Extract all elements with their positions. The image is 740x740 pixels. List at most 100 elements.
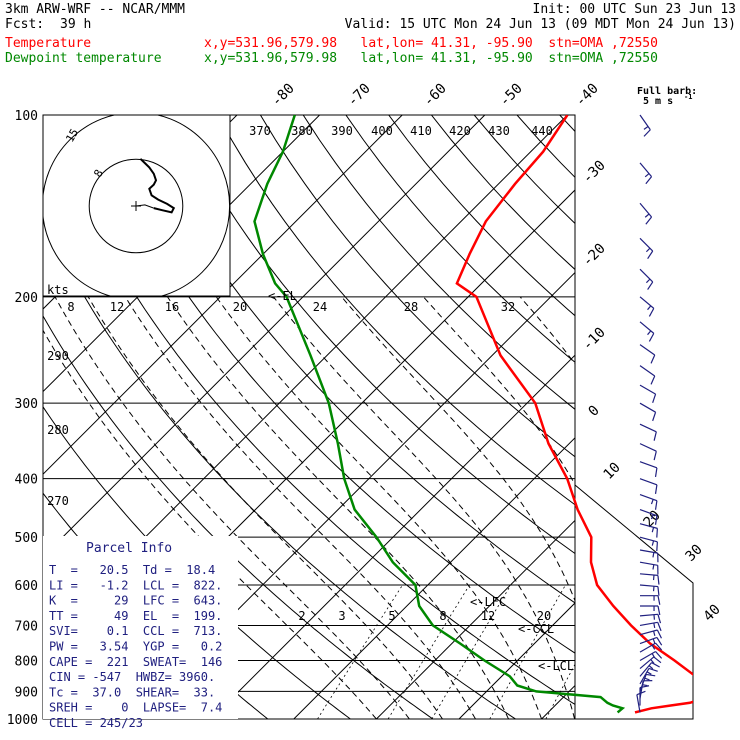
valid-time: Valid: 15 UTC Mon 24 Jun 13 (09 MDT Mon …: [344, 17, 736, 32]
wind-barb-flag: [654, 515, 658, 525]
wind-barb-flag: [655, 642, 663, 651]
wind-barb-staff: [639, 573, 658, 577]
wind-barb-staff: [639, 237, 654, 252]
parcel-info-row: T = 20.5 Td = 18.4: [49, 563, 215, 577]
isotherm-line: [707, 115, 740, 719]
mixing-ratio-label: 3: [338, 609, 345, 623]
dry-adiabat-line: [345, 115, 575, 363]
barb-panel-frame: [574, 484, 694, 720]
wind-barb-staff: [639, 268, 654, 283]
wind-barb-flag: [656, 528, 658, 538]
dry-adiabat-line: [46, 115, 575, 705]
wind-barb-half-flag: [643, 126, 649, 130]
moist-adiabat-line: [341, 296, 575, 602]
mixing-ratio-label: 12: [481, 609, 495, 623]
wind-barb-half-flag: [650, 659, 655, 664]
wind-barb-half-flag: [644, 173, 650, 178]
wind-barb-staff: [639, 423, 657, 433]
dry-adiabat-line: [731, 115, 740, 719]
hodograph-trace: [139, 158, 176, 214]
wind-barb-staff: [639, 629, 658, 636]
wind-barb-flag: [648, 667, 658, 672]
wind-barb-staff: [639, 523, 658, 529]
mixing-ratio-line: [387, 584, 470, 719]
hodograph-speed-label: 20: [233, 300, 247, 314]
wind-barb-staff: [639, 365, 656, 377]
wind-barb-flag: [645, 176, 653, 185]
wind-barb-flag: [657, 605, 661, 616]
pressure-tick-label: 500: [15, 531, 38, 546]
wind-barb-staff: [639, 662, 653, 677]
wind-barb-flag: [657, 586, 660, 596]
wind-barb-half-flag: [651, 644, 656, 650]
wind-barb-half-flag: [651, 540, 655, 546]
parcel-info-row: TT = 49 EL = 199.: [49, 609, 222, 623]
wind-barb-flag: [657, 575, 660, 585]
moist-adiabat-line: [726, 297, 740, 719]
isotherm-label: -10: [580, 325, 609, 354]
pressure-tick-label: 200: [15, 291, 38, 306]
dry-adiabat-line: [88, 115, 575, 654]
wind-barb-half-flag: [651, 653, 656, 659]
parcel-info-row: CIN = -547 HWBZ= 3960.: [49, 670, 215, 684]
wind-barb-flag: [657, 622, 662, 632]
wind-barb-flag: [652, 393, 657, 403]
wind-barb-flag: [656, 541, 658, 552]
wind-barb-flag: [656, 629, 662, 639]
isotherm-line: [458, 602, 575, 719]
wind-barb-half-flag: [646, 671, 652, 675]
wind-barb-staff: [636, 694, 641, 713]
forecast-label: Fcst:: [5, 17, 45, 32]
theta-label: 400: [371, 124, 393, 138]
dry-adiabat-line: [174, 115, 575, 555]
moist-adiabat-line: [43, 329, 377, 719]
wind-barb-flag: [655, 651, 663, 659]
wind-barb-half-flag: [650, 514, 654, 520]
isotherm-label: -70: [345, 81, 374, 110]
wind-barb-staff: [639, 321, 655, 334]
wind-barb-half-flag: [650, 499, 654, 505]
wind-barb-flag: [647, 250, 654, 259]
model-title: 3km ARW-WRF -- NCAR/MMM: [5, 2, 186, 17]
isotherm-label: -30: [580, 158, 609, 187]
dry-adiabat-line: [259, 115, 575, 458]
wind-barb-flag: [648, 308, 655, 317]
wind-barb-flag: [646, 673, 656, 677]
wind-barb-flag: [654, 500, 658, 510]
parcel-info-row: SREH = 0 LAPSE= 7.4: [49, 701, 222, 715]
hodograph-speed-label: 32: [501, 300, 515, 314]
theta-label: 280: [47, 423, 69, 437]
isotherm-line: [541, 684, 575, 719]
wind-barb-flag: [652, 411, 657, 422]
parcel-info-row: Tc = 37.0 SHEAR= 33.: [49, 685, 215, 699]
mixing-ratio-label: 2: [298, 609, 305, 623]
hodograph-clip-group: [43, 115, 230, 296]
wind-barb-flag: [653, 656, 662, 664]
wind-barb-staff: [639, 656, 655, 669]
wind-barb-staff: [639, 443, 657, 452]
theta-label: 410: [410, 124, 432, 138]
dewpoint-legend-label: Dewpoint temperature: [5, 51, 162, 66]
wind-barb-flag: [654, 467, 658, 478]
parcel-info-row: CELL = 245/23: [49, 716, 143, 730]
level-marker-lcl: <-LCL: [538, 659, 574, 673]
dewpoint-profile: [253, 115, 626, 714]
wind-barb-staff: [639, 668, 650, 685]
wind-barb-staff: [639, 296, 655, 309]
temperature-legend-label: Temperature: [5, 36, 92, 51]
hodograph-circle-label: 15: [63, 127, 81, 145]
wind-barb-staff: [639, 478, 658, 486]
wind-barb-flag: [650, 354, 656, 364]
full-barb-unit-exponent: -1: [684, 93, 692, 101]
plot-frame: [42, 114, 576, 720]
wind-barb-staff: [639, 613, 658, 617]
dry-adiabat-line: [388, 115, 575, 317]
parcel-info-row: K = 29 LFC = 643.: [49, 594, 222, 608]
isotherm-label: 40: [701, 602, 724, 625]
wind-barb-staff: [639, 114, 651, 131]
wind-barb-half-flag: [648, 665, 654, 670]
wind-barb-flag: [651, 662, 660, 668]
wind-barb-staff: [639, 636, 658, 645]
wind-barb-half-flag: [644, 213, 650, 218]
